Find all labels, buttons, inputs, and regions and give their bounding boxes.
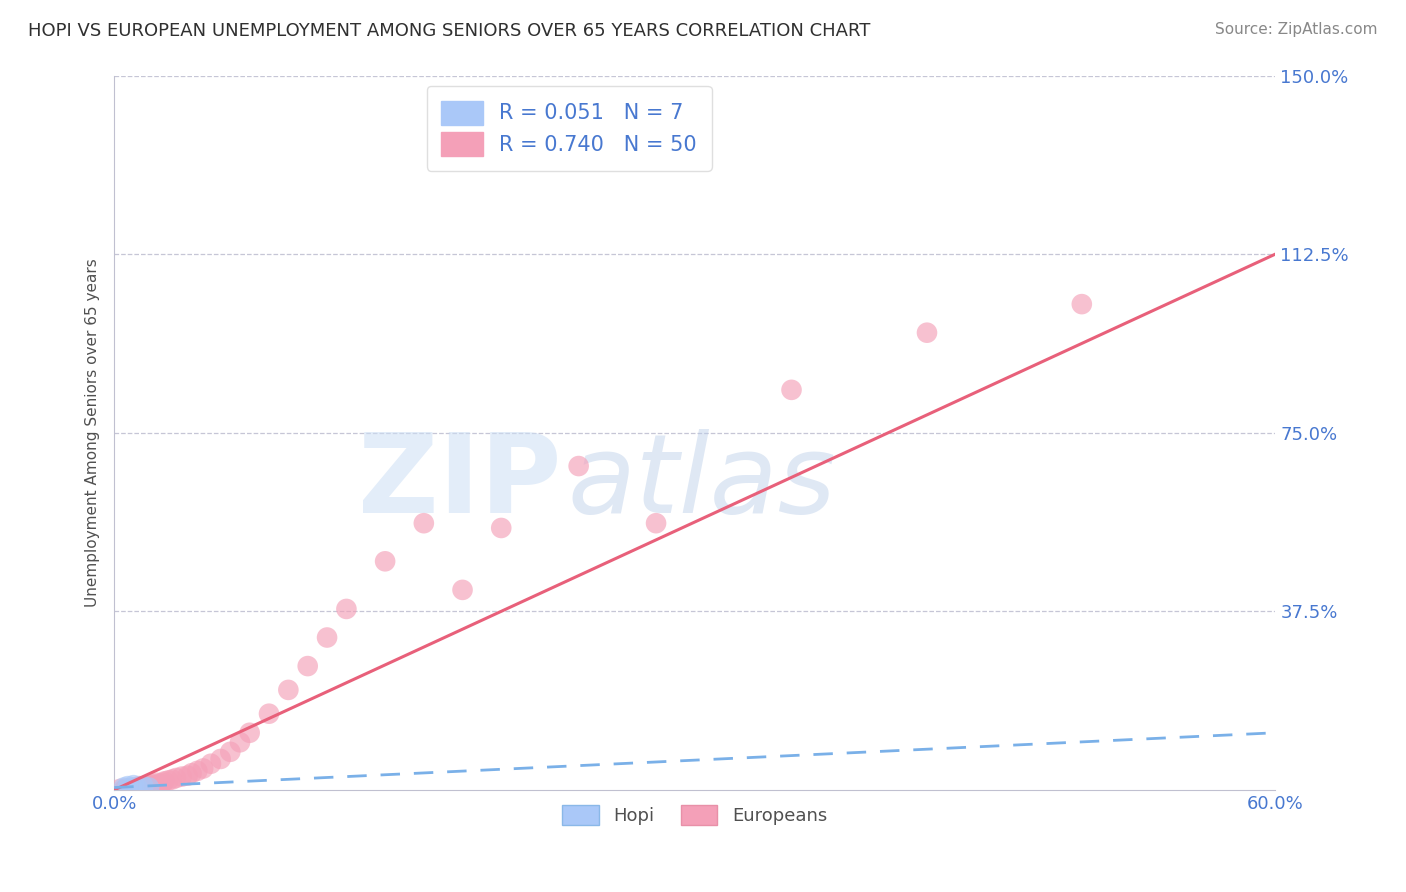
Point — [412, 516, 434, 531]
Point — [145, 776, 167, 790]
Point — [138, 780, 160, 795]
Point — [117, 779, 139, 793]
Point — [489, 521, 512, 535]
Point — [915, 326, 938, 340]
Point — [127, 781, 149, 796]
Legend: Hopi, Europeans: Hopi, Europeans — [554, 796, 837, 835]
Point — [153, 774, 176, 789]
Point — [136, 778, 159, 792]
Point — [118, 781, 141, 796]
Point — [645, 516, 668, 531]
Point — [112, 783, 135, 797]
Point — [132, 779, 155, 793]
Point — [257, 706, 280, 721]
Point — [165, 771, 187, 785]
Point — [148, 778, 170, 792]
Point — [316, 631, 339, 645]
Point — [374, 554, 396, 568]
Point — [128, 779, 150, 793]
Point — [129, 781, 152, 796]
Y-axis label: Unemployment Among Seniors over 65 years: Unemployment Among Seniors over 65 years — [86, 259, 100, 607]
Point — [170, 770, 193, 784]
Point — [177, 769, 200, 783]
Text: HOPI VS EUROPEAN UNEMPLOYMENT AMONG SENIORS OVER 65 YEARS CORRELATION CHART: HOPI VS EUROPEAN UNEMPLOYMENT AMONG SENI… — [28, 22, 870, 40]
Point — [149, 777, 172, 791]
Point — [1070, 297, 1092, 311]
Point — [568, 458, 591, 473]
Point — [132, 780, 155, 795]
Point — [122, 778, 145, 792]
Text: atlas: atlas — [567, 429, 835, 536]
Point — [112, 780, 135, 795]
Point — [127, 780, 149, 795]
Point — [108, 781, 131, 796]
Point — [451, 582, 474, 597]
Point — [121, 780, 143, 795]
Point — [780, 383, 803, 397]
Point — [219, 745, 242, 759]
Text: Source: ZipAtlas.com: Source: ZipAtlas.com — [1215, 22, 1378, 37]
Point — [138, 780, 160, 795]
Point — [162, 772, 184, 787]
Point — [186, 764, 208, 778]
Point — [142, 778, 165, 792]
Point — [193, 762, 215, 776]
Point — [229, 735, 252, 749]
Point — [114, 781, 136, 796]
Point — [297, 659, 319, 673]
Point — [152, 776, 174, 790]
Point — [277, 682, 299, 697]
Point — [209, 752, 232, 766]
Point — [121, 783, 143, 797]
Point — [117, 783, 139, 797]
Point — [157, 773, 180, 788]
Point — [124, 780, 146, 795]
Point — [143, 777, 166, 791]
Point — [200, 756, 222, 771]
Point — [134, 779, 156, 793]
Text: ZIP: ZIP — [359, 429, 561, 536]
Point — [239, 725, 262, 739]
Point — [122, 781, 145, 796]
Point — [335, 602, 357, 616]
Point — [139, 779, 162, 793]
Point — [180, 766, 202, 780]
